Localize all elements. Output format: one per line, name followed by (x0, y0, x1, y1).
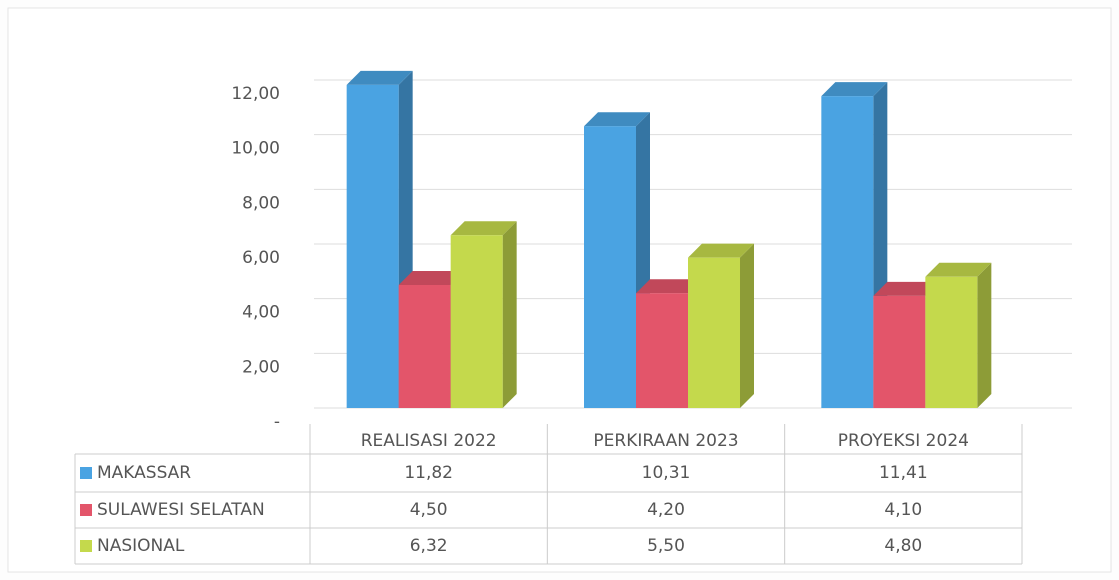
y-tick-label: 4,00 (242, 303, 280, 323)
table-value: 11,82 (404, 463, 453, 483)
bar-side (502, 221, 517, 408)
bar-top (688, 243, 754, 258)
table-value: 4,50 (410, 500, 448, 520)
bar-top (636, 279, 702, 294)
x-tick-label: PERKIRAAN 2023 (593, 431, 738, 451)
y-tick-label: 6,00 (242, 248, 280, 268)
y-tick-label: 10,00 (231, 139, 280, 159)
bar (925, 276, 978, 408)
bar (873, 295, 926, 408)
y-tick-label: 2,00 (242, 357, 280, 377)
bar-side (977, 262, 992, 408)
table-value: 4,10 (884, 500, 922, 520)
legend-label: MAKASSAR (97, 463, 191, 483)
table-value: 10,31 (642, 463, 691, 483)
table-value: 5,50 (647, 536, 685, 556)
bar-top (873, 281, 940, 296)
bar-side (740, 243, 754, 408)
x-tick-label: PROYEKSI 2024 (838, 431, 969, 451)
bar-top (450, 221, 517, 236)
table-value: 4,20 (647, 500, 685, 520)
legend-label: SULAWESI SELATAN (97, 500, 265, 520)
bar (584, 126, 636, 409)
y-tick-label: 8,00 (242, 193, 280, 213)
bar-top (346, 70, 413, 85)
bar (346, 84, 399, 409)
bar-top (925, 262, 992, 277)
y-tick-label: - (274, 412, 280, 432)
legend-label: NASIONAL (97, 536, 185, 556)
bar (450, 235, 503, 408)
y-tick-label: 12,00 (231, 84, 280, 104)
bar (636, 293, 688, 408)
bar (398, 285, 451, 408)
bar (821, 96, 874, 409)
x-tick-label: REALISASI 2022 (361, 431, 497, 451)
legend-swatch (80, 504, 92, 516)
legend-swatch (80, 467, 92, 479)
table-value: 4,80 (884, 536, 922, 556)
table-value: 6,32 (410, 536, 448, 556)
table-value: 11,41 (879, 463, 928, 483)
bar-top (821, 82, 888, 97)
bar-top (584, 112, 650, 127)
bar (688, 257, 740, 408)
legend-swatch (80, 540, 92, 552)
bar-top (398, 271, 465, 285)
